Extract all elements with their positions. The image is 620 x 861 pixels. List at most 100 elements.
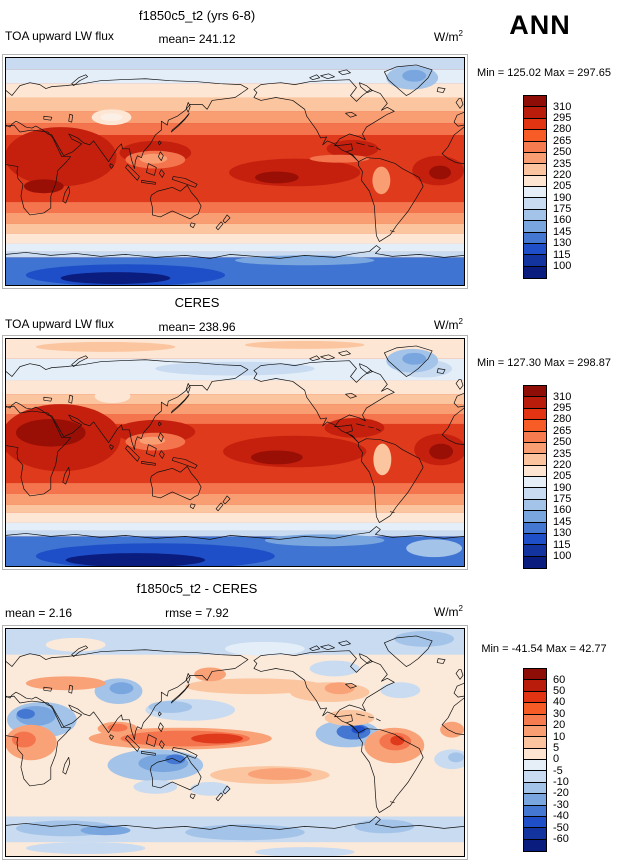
colorbar-cell — [524, 152, 546, 165]
colorbar-cell — [524, 556, 546, 568]
colorbar-tick-label: 205 — [553, 180, 572, 193]
colorbar-tick-label: 100 — [553, 549, 572, 562]
colorbar-cell — [524, 714, 546, 726]
colorbar-tick-label: 250 — [553, 436, 572, 449]
panel3-units-exponent: 2 — [458, 604, 463, 613]
colorbar-cell — [524, 816, 546, 829]
colorbar-tick-label: -10 — [553, 776, 569, 789]
colorbar-tick-label: 190 — [553, 481, 572, 494]
panel2-minmax: Min = 127.30 Max = 298.87 — [477, 357, 611, 369]
panel1-field — [6, 58, 464, 285]
colorbar-tick-label: 280 — [553, 413, 572, 426]
panel1-map-svg — [6, 58, 464, 285]
colorbar-cell — [524, 522, 546, 534]
panel1-map — [2, 54, 468, 289]
colorbar-cell — [524, 232, 546, 244]
panel1-variable-label: TOA upward LW flux — [5, 29, 114, 43]
colorbar-tick-label: 250 — [553, 146, 572, 159]
colorbar-tick-label: 175 — [553, 493, 572, 506]
colorbar-tick-label: -40 — [553, 810, 569, 823]
colorbar-tick-label: 220 — [553, 458, 572, 471]
colorbar-cell — [524, 499, 546, 512]
panel3-minmax: Min = -41.54 Max = 42.77 — [481, 643, 607, 655]
colorbar-tick-label: 130 — [553, 237, 572, 250]
panel3-map-svg — [6, 629, 464, 856]
colorbar-tick-label: 160 — [553, 214, 572, 227]
panel1-colorbar: 310 295 280 265 250 235 220 205 190 175 160 145 130 1… — [523, 95, 593, 279]
panel1-units-exponent: 2 — [458, 29, 463, 38]
colorbar-tick-label: 40 — [553, 696, 566, 709]
colorbar-cell — [524, 725, 546, 738]
colorbar-cell — [524, 141, 546, 153]
colorbar-cell — [524, 828, 546, 840]
colorbar-tick-label: 310 — [553, 100, 572, 113]
colorbar-tick-label: 160 — [553, 504, 572, 517]
panel3-units-label: W/m2 — [5, 604, 463, 619]
panel3-mean-label: mean = 2.16 — [5, 606, 73, 620]
colorbar-cell — [524, 533, 546, 546]
panel2-field — [6, 339, 464, 566]
colorbar-cell — [524, 221, 546, 233]
colorbar-cell — [524, 488, 546, 500]
colorbar-tick-label: 60 — [553, 673, 566, 686]
panel3-field — [6, 629, 464, 856]
panel1-title: f1850c5_t2 (yrs 6-8) — [138, 8, 256, 23]
panel3-colorbar-ticks: 60 50 40 30 20 10 5 0 -5 -10 -20 -30 -40 -50 -60 — [553, 673, 569, 846]
colorbar-tick-label: 205 — [553, 470, 572, 483]
colorbar-cell — [524, 760, 546, 772]
colorbar-cell — [524, 805, 546, 817]
colorbar-cell — [524, 477, 546, 489]
colorbar-cell — [524, 118, 546, 131]
colorbar-tick-label: 115 — [553, 538, 571, 551]
colorbar-tick-label: -30 — [553, 798, 569, 811]
colorbar-tick-label: 190 — [553, 191, 572, 204]
colorbar-tick-label: 295 — [553, 402, 572, 415]
colorbar-cell — [524, 408, 546, 421]
colorbar-cell — [524, 209, 546, 222]
colorbar-tick-label: -50 — [553, 821, 569, 834]
panel2-colorbar-ticks: 310 295 280 265 250 235 220 205 190 175 160 145 130 1… — [553, 390, 572, 563]
season-label: ANN — [509, 10, 571, 40]
colorbar-tick-label: 235 — [553, 447, 572, 460]
colorbar-cell — [524, 397, 546, 409]
panel1-minmax: Min = 125.02 Max = 297.65 — [477, 67, 611, 79]
colorbar-tick-label: 145 — [553, 225, 572, 238]
colorbar-cell — [524, 465, 546, 477]
panel2-map — [2, 335, 468, 570]
panel3-rmse-label: rmse = 7.92 — [165, 606, 229, 620]
colorbar-cell — [524, 431, 546, 443]
panel2-mean-label: mean= 238.96 — [158, 320, 236, 334]
colorbar-cell — [524, 511, 546, 523]
panel2-title: CERES — [174, 295, 220, 310]
colorbar-cell — [524, 187, 546, 199]
colorbar-cell — [524, 130, 546, 142]
panel2-units-base: W/m — [433, 318, 459, 332]
colorbar-tick-label: 50 — [553, 685, 566, 698]
colorbar-cell — [524, 691, 546, 704]
panel3-title: f1850c5_t2 - CERES — [136, 581, 258, 596]
colorbar-tick-label: 10 — [553, 730, 566, 743]
panel3-colorbar-cells — [523, 668, 547, 852]
colorbar-cell — [524, 839, 546, 851]
colorbar-tick-label: -20 — [553, 787, 569, 800]
colorbar-tick-label: 295 — [553, 112, 572, 125]
colorbar-tick-label: 265 — [553, 134, 572, 147]
colorbar-cell — [524, 255, 546, 267]
colorbar-cell — [524, 669, 546, 681]
colorbar-tick-label: 175 — [553, 203, 572, 216]
colorbar-cell — [524, 545, 546, 557]
panel2-units-label: W/m2 — [5, 317, 463, 332]
colorbar-tick-label: 30 — [553, 707, 566, 720]
colorbar-cell — [524, 96, 546, 108]
colorbar-tick-label: 220 — [553, 168, 572, 181]
colorbar-tick-label: 310 — [553, 390, 572, 403]
colorbar-tick-label: 0 — [553, 753, 560, 766]
colorbar-cell — [524, 703, 546, 715]
panel2-colorbar-cells — [523, 385, 547, 569]
colorbar-tick-label: 100 — [553, 259, 572, 272]
colorbar-cell — [524, 748, 546, 760]
panel3-map — [2, 625, 468, 860]
panel1-units-label: W/m2 — [5, 29, 463, 44]
panel2-colorbar: 310 295 280 265 250 235 220 205 190 175 160 145 130 1… — [523, 385, 593, 569]
